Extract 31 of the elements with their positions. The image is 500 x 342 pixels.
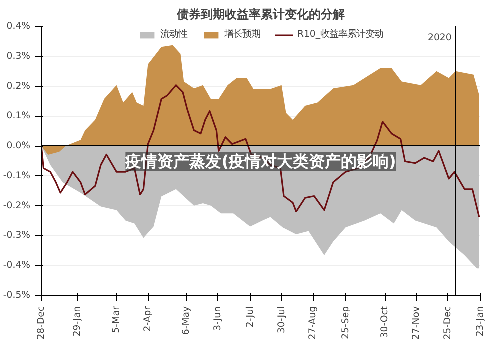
- legend-label: R10_收益率累计变动: [297, 28, 384, 41]
- x-tick-label: 29-Jan: [72, 306, 83, 337]
- y-tick-label: 0.3%: [6, 50, 31, 62]
- legend-label: 流动性: [160, 28, 188, 41]
- y-tick-label: -0.5%: [3, 290, 31, 301]
- line-series: [42, 84, 480, 218]
- annotation: 疫情资产蒸发(疫情对大类资产的影响): [124, 152, 396, 172]
- x-tick-label: 2-Apr: [142, 306, 154, 332]
- x-tick-label: 3-Jun: [212, 306, 224, 331]
- x-tick-label: 27-Aug: [308, 306, 319, 340]
- y-tick-label: -0.4%: [3, 260, 31, 272]
- x-tick-label: 25-Sep: [340, 306, 352, 340]
- x-tick-label: 30-Jul: [276, 306, 288, 334]
- y-tick-label: 0.2%: [6, 80, 31, 92]
- x-tick-label: 30-Oct: [380, 306, 391, 338]
- x-tick-label: 28-Dec: [36, 306, 47, 340]
- chart-title: 债券到期收益率累计变化的分解: [176, 8, 345, 22]
- x-tick-label: 23-Jan: [475, 306, 486, 337]
- x-tick-label: 27-Nov: [411, 306, 422, 340]
- y-tick-label: -0.1%: [3, 170, 31, 182]
- y-tick-label: -0.2%: [3, 200, 31, 212]
- ref-line-label: 2020: [428, 32, 452, 44]
- x-tick-label: 5-Mar: [111, 306, 122, 334]
- legend-label: 增长预期: [224, 28, 260, 41]
- y-tick-label: -0.3%: [3, 230, 31, 242]
- y-tick-label: 0.0%: [6, 140, 31, 152]
- y-tick-label: 0.4%: [6, 21, 31, 32]
- y-tick-label: 0.1%: [6, 110, 31, 122]
- x-tick-label: 6-May: [180, 306, 192, 336]
- x-tick-label: 25-Dec: [442, 306, 454, 340]
- x-tick-label: 2-Jul: [244, 306, 256, 328]
